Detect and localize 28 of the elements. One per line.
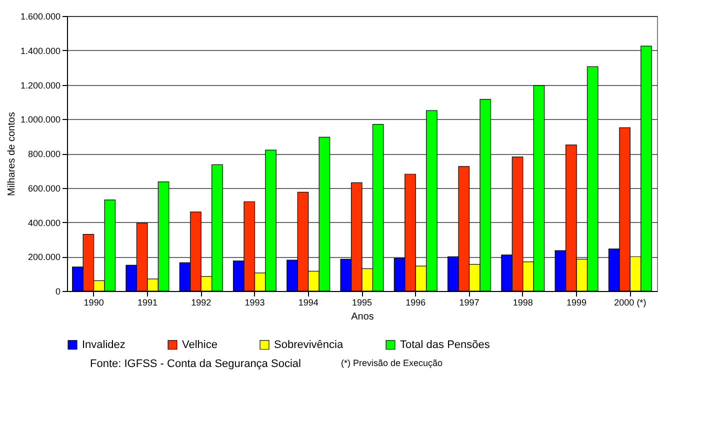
- x-tick-label: 1994: [298, 298, 318, 308]
- x-tick-label: 1992: [191, 298, 212, 308]
- x-tick-label: 1999: [566, 298, 587, 308]
- y-tick-label: 600.000: [28, 183, 60, 194]
- x-tick-label: 1993: [244, 298, 265, 308]
- legend-label: Total das Pensões: [400, 338, 490, 351]
- x-tick-label: 1996: [406, 298, 426, 308]
- text: (*) Previsão de Execução: [340, 358, 443, 370]
- x-tick-label: 1995: [352, 298, 372, 308]
- y-tick-label: 1.400.000: [20, 46, 60, 56]
- source-note: Fonte: IGFSS - Conta da Segurança Social: [90, 358, 301, 370]
- legend-label: Sobrevivência: [274, 338, 344, 351]
- x-tick-label: 1991: [137, 298, 158, 308]
- y-tick-label: 0: [55, 286, 60, 296]
- x-tick-label: 1998: [512, 298, 533, 308]
- y-tick-label: 800.000: [28, 149, 60, 159]
- x-tick-label: 1997: [459, 298, 480, 308]
- legend-label: Velhice: [182, 338, 218, 351]
- y-tick-label: 400.000: [28, 218, 60, 228]
- y-axis-title: Milhares de contos: [6, 112, 18, 196]
- legend-label: Invalidez: [82, 338, 126, 351]
- y-tick-label: 1.600.000: [20, 12, 60, 22]
- x-tick-label: 1990: [84, 298, 104, 308]
- y-tick-label: 1.200.000: [20, 80, 60, 90]
- x-axis-title: Anos: [351, 312, 374, 322]
- x-tick-label: 2000 (*): [614, 298, 646, 308]
- y-tick-label: 200.000: [28, 252, 60, 262]
- y-tick-label: 1.000.000: [20, 114, 60, 125]
